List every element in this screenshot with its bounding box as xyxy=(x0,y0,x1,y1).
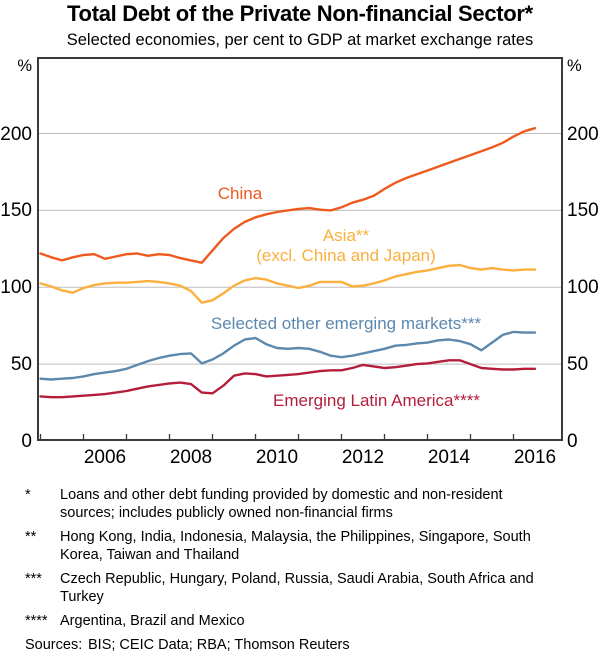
footnote-text: Hong Kong, India, Indonesia, Malaysia, t… xyxy=(60,529,531,563)
chart-title: Total Debt of the Private Non-financial … xyxy=(67,1,533,26)
y-unit-label-left: % xyxy=(17,57,32,75)
sources-label: Sources: xyxy=(25,637,83,653)
y-axis-tick-label: 0 xyxy=(567,431,578,452)
line-asia-excl-china-japan xyxy=(39,263,537,304)
plot-area xyxy=(37,57,563,441)
line-selected-other-emerging-markets xyxy=(39,330,537,381)
y-axis-tick-label: 0 xyxy=(21,431,32,452)
chart-subtitle: Selected economies, per cent to GDP at m… xyxy=(66,31,534,49)
series-label-emerging-markets: Selected other emerging markets*** xyxy=(210,314,482,333)
x-axis-tick-label: 2016 xyxy=(513,447,557,468)
x-axis-tick-label: 2008 xyxy=(169,447,213,468)
y-axis-tick-label: 50 xyxy=(10,354,32,376)
y-axis-tick-label: 150 xyxy=(567,200,599,222)
line-china xyxy=(39,126,537,264)
footnote-text: Loans and other debt funding provided by… xyxy=(60,487,503,521)
footnote-marker: * xyxy=(25,487,31,503)
series-label-asia: Asia** (excl. China and Japan) xyxy=(246,226,446,266)
footnote-marker: *** xyxy=(25,571,42,587)
footnotes: * Loans and other debt funding provided … xyxy=(25,486,575,654)
plot-border xyxy=(37,57,563,441)
y-axis-tick-label: 100 xyxy=(567,277,599,299)
footnote-text: Czech Republic, Hungary, Poland, Russia,… xyxy=(60,571,534,605)
x-axis-tick-label: 2012 xyxy=(341,447,385,468)
y-axis-tick-label: 50 xyxy=(567,354,589,376)
footnote: ** Hong Kong, India, Indonesia, Malaysia… xyxy=(25,528,575,564)
series-label-asia-line2: (excl. China and Japan) xyxy=(256,246,436,265)
y-axis-tick-label: 200 xyxy=(567,123,599,145)
footnote: * Loans and other debt funding provided … xyxy=(25,486,575,522)
footnote-marker: **** xyxy=(25,613,48,629)
footnote: *** Czech Republic, Hungary, Poland, Rus… xyxy=(25,570,575,606)
y-unit-label-right: % xyxy=(567,57,582,75)
sources-line: Sources: BIS; CEIC Data; RBA; Thomson Re… xyxy=(25,636,575,654)
series-label-latin-america: Emerging Latin America**** xyxy=(273,391,480,410)
x-axis-tick-label: 2014 xyxy=(427,447,471,468)
series-label-asia-line1: Asia** xyxy=(322,226,370,245)
x-axis-tick-label: 2010 xyxy=(255,447,299,468)
sources-text: BIS; CEIC Data; RBA; Thomson Reuters xyxy=(88,637,350,653)
line-emerging-latin-america xyxy=(39,359,537,399)
footnote: **** Argentina, Brazil and Mexico xyxy=(25,612,575,630)
y-axis-tick-label: 150 xyxy=(0,200,32,222)
y-axis-tick-label: 200 xyxy=(0,123,32,145)
footnote-marker: ** xyxy=(25,529,37,545)
footnote-text: Argentina, Brazil and Mexico xyxy=(60,613,245,629)
y-axis-tick-label: 100 xyxy=(0,277,32,299)
x-axis-tick-label: 2006 xyxy=(83,447,127,468)
series-label-china: China xyxy=(217,184,263,203)
